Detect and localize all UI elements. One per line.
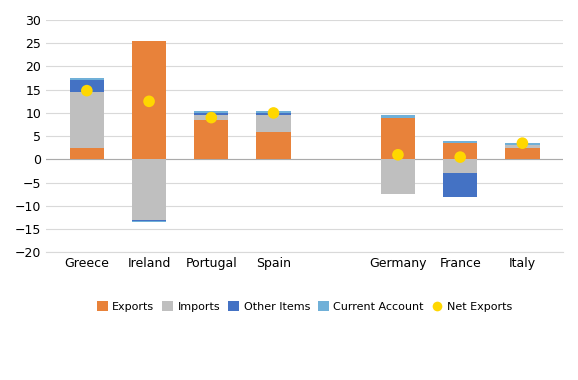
Bar [132, 221, 166, 222]
Bar [257, 115, 291, 131]
Point [269, 110, 278, 116]
Point [518, 140, 527, 146]
Bar [132, 41, 166, 160]
Legend: Exports, Imports, Other Items, Current Account, Net Exports: Exports, Imports, Other Items, Current A… [92, 297, 517, 317]
Bar [381, 117, 415, 160]
Bar [443, 173, 477, 196]
Point [393, 152, 402, 158]
Bar [132, 160, 166, 220]
Bar [443, 160, 477, 173]
Bar [70, 92, 104, 148]
Point [207, 114, 216, 120]
Bar [505, 146, 539, 148]
Bar [257, 113, 291, 115]
Bar [257, 111, 291, 113]
Bar [194, 120, 228, 160]
Bar [443, 143, 477, 160]
Bar [194, 111, 228, 113]
Bar [381, 115, 415, 117]
Bar [194, 113, 228, 115]
Point [455, 154, 465, 160]
Bar [505, 143, 539, 146]
Bar [70, 81, 104, 92]
Bar [381, 160, 415, 194]
Bar [132, 220, 166, 221]
Point [82, 88, 91, 94]
Bar [257, 131, 291, 160]
Bar [443, 141, 477, 143]
Bar [505, 148, 539, 160]
Bar [70, 148, 104, 160]
Point [144, 98, 154, 104]
Bar [70, 78, 104, 81]
Bar [194, 115, 228, 120]
